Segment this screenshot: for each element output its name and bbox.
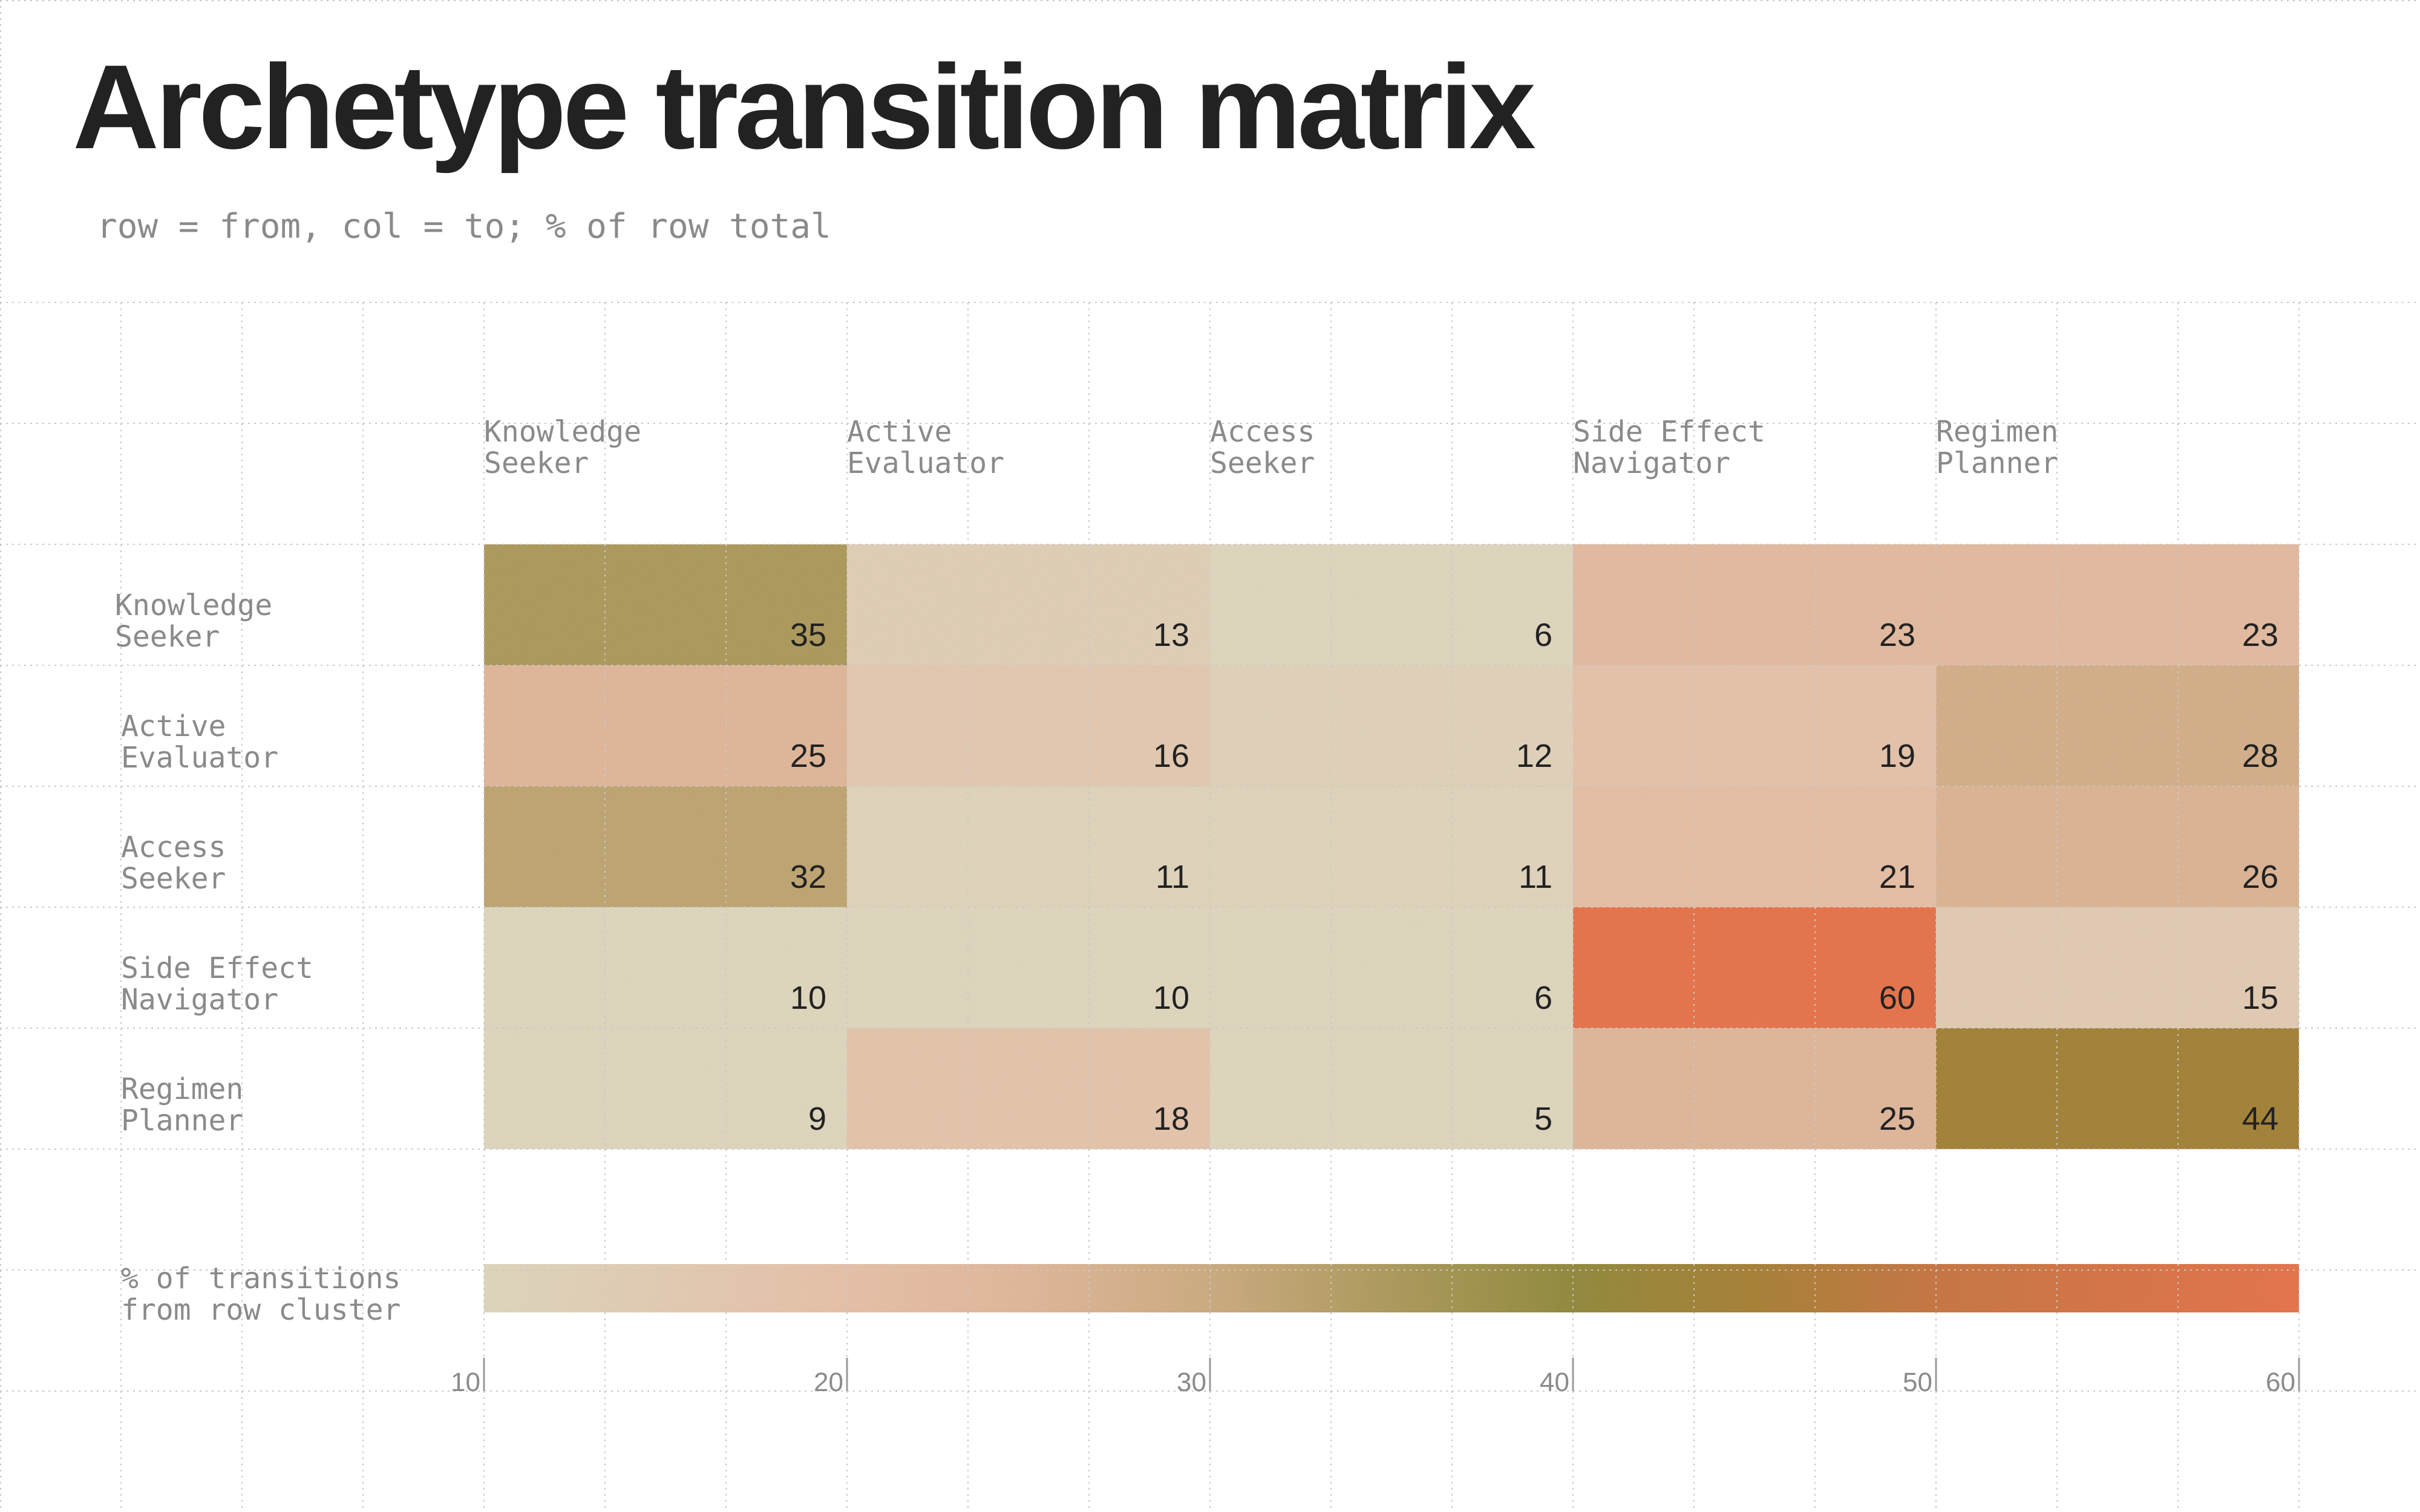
row-header: Access Seeker (121, 830, 226, 896)
cell-value-label: 19 (1879, 738, 1915, 774)
cell-value-label: 23 (1879, 617, 1915, 653)
heatmap-cell (1936, 544, 2299, 665)
heatmap-cell (1573, 907, 1936, 1028)
row-header: Active Evaluator (121, 709, 278, 775)
heatmap-cell (484, 1028, 847, 1149)
chart-title: Archetype transition matrix (73, 40, 1536, 174)
heatmap-cell (1573, 665, 1936, 786)
background-grid (0, 302, 2420, 1512)
colorbar (484, 1264, 2299, 1312)
colorbar-tick-label: 30 (1177, 1367, 1206, 1397)
heatmap-cell (847, 907, 1210, 1028)
heatmap-cell (1210, 544, 1573, 665)
cell-value-label: 25 (1879, 1101, 1915, 1137)
cell-value-label: 15 (2242, 980, 2278, 1016)
cell-value-label: 25 (790, 738, 826, 774)
cell-value-label: 12 (1516, 738, 1552, 774)
heatmap-cell (484, 907, 847, 1028)
colorbar-tick-label: 60 (2266, 1367, 2295, 1397)
cell-value-label: 21 (1879, 859, 1915, 895)
cell-value-label: 32 (790, 859, 826, 895)
heatmap-cell (847, 665, 1210, 786)
heatmap-cell (847, 544, 1210, 665)
column-header: Access Seeker (1210, 415, 1315, 480)
heatmap-cell (484, 665, 847, 786)
cell-value-label: 13 (1153, 617, 1189, 653)
cell-value-label: 6 (1534, 980, 1552, 1016)
colorbar-ticks: 10 20 30 40 50 60 (451, 1358, 2300, 1397)
cell-value-label: 26 (2242, 859, 2278, 895)
heatmap-cell (1936, 1028, 2299, 1149)
column-header: Regimen Planner (1936, 415, 2058, 480)
heatmap-cell (1210, 907, 1573, 1028)
heatmap-cell (1210, 1028, 1573, 1149)
cell-value-labels: 35 13 6 23 23 25 16 12 19 28 32 11 11 21 26 10 10 6 60 15 9 1… (790, 617, 2278, 1137)
heatmap-cell (1936, 786, 2299, 907)
cell-value-label: 9 (808, 1101, 826, 1137)
cell-value-label: 10 (790, 980, 826, 1016)
cell-value-label: 5 (1534, 1101, 1552, 1137)
heatmap-cell (484, 786, 847, 907)
heatmap-cell (484, 544, 847, 665)
colorbar-tick-label: 10 (451, 1367, 480, 1397)
column-header: Knowledge Seeker (484, 415, 641, 480)
row-header: Regimen Planner (121, 1072, 243, 1138)
cell-value-label: 60 (1879, 980, 1915, 1016)
cell-value-label: 11 (1519, 859, 1552, 895)
cell-value-label: 11 (1156, 859, 1189, 895)
column-headers: Knowledge Seeker Active Evaluator Access Seek… (484, 415, 2058, 480)
row-headers: Knowledge Seeker Active Evaluator Access Seek… (115, 588, 313, 1138)
heatmap-cells (484, 544, 2299, 1149)
colorbar-tick-label: 20 (814, 1367, 843, 1397)
heatmap-cell (847, 1028, 1210, 1149)
cell-value-label: 28 (2242, 738, 2278, 774)
heatmap-cell (1573, 786, 1936, 907)
colorbar-label: % of transitions from row cluster (121, 1262, 401, 1327)
cell-value-label: 23 (2242, 617, 2278, 653)
heatmap-cell (1210, 665, 1573, 786)
row-header: Knowledge Seeker (115, 588, 272, 654)
row-header: Side Effect Navigator (121, 951, 313, 1017)
cell-value-label: 35 (790, 617, 826, 653)
cell-value-label: 44 (2242, 1101, 2278, 1137)
cell-value-label: 16 (1153, 738, 1189, 774)
heatmap-cell (1210, 786, 1573, 907)
column-header: Active Evaluator (847, 415, 1004, 480)
cell-value-label: 10 (1153, 980, 1189, 1016)
column-header: Side Effect Navigator (1573, 415, 1765, 480)
heatmap-cell (1936, 665, 2299, 786)
cell-value-label: 6 (1534, 617, 1552, 653)
chart-subtitle: row = from, col = to; % of row total (97, 207, 831, 246)
cell-value-label: 18 (1153, 1101, 1189, 1137)
colorbar-tick-label: 50 (1903, 1367, 1932, 1397)
colorbar-tick-label: 40 (1540, 1367, 1569, 1397)
heatmap-cell (1573, 544, 1936, 665)
heatmap-cell (1573, 1028, 1936, 1149)
heatmap-cell (1936, 907, 2299, 1028)
heatmap-cell (847, 786, 1210, 907)
